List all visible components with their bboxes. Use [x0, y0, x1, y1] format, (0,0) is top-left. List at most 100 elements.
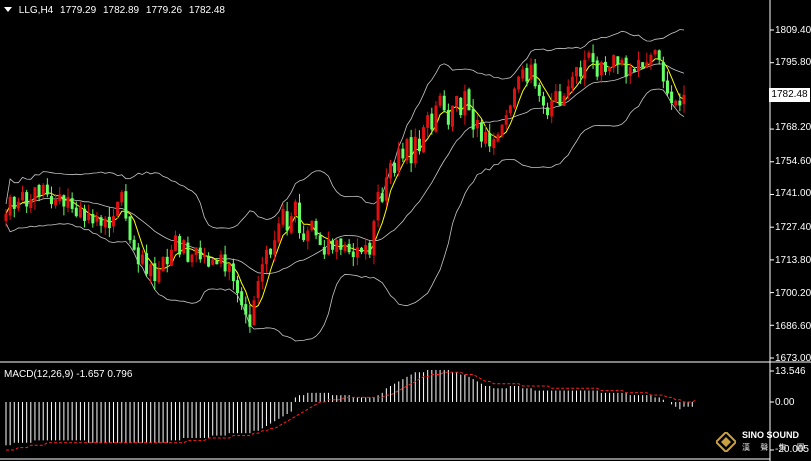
candle-body	[83, 208, 87, 221]
price-pane[interactable]	[4, 29, 686, 342]
candle-body	[393, 162, 397, 173]
candle-body	[351, 251, 355, 258]
macd-pane[interactable]	[5, 369, 697, 451]
price-tick: 1686.60	[775, 321, 811, 332]
candle-body	[277, 223, 281, 242]
candle-body	[140, 254, 144, 264]
candle-body	[442, 95, 446, 111]
candle-body	[558, 91, 562, 106]
candle-body	[678, 100, 682, 106]
dropdown-triangle-icon[interactable]	[4, 7, 12, 12]
candle-body	[41, 184, 45, 195]
candle-body	[492, 139, 496, 149]
candle-body	[624, 57, 628, 77]
candle-body	[289, 216, 293, 233]
candle-body	[517, 76, 521, 90]
moving-average-line	[5, 58, 685, 309]
candle-body	[388, 163, 392, 179]
candle-body	[149, 264, 153, 277]
price-tick: 1795.80	[775, 57, 811, 68]
candle-body	[107, 216, 111, 229]
price-tick: 1713.80	[775, 255, 811, 266]
candle-body	[384, 177, 388, 201]
candle-body	[33, 187, 37, 201]
candle-body	[484, 131, 488, 144]
candle-body	[78, 206, 82, 218]
candle-body	[343, 244, 347, 251]
logo-name: SINO SOUND	[742, 430, 800, 440]
candle-body	[570, 76, 574, 89]
candle-body	[405, 139, 409, 161]
candle-body	[620, 59, 624, 65]
candle-body	[434, 105, 438, 132]
candle-body	[302, 233, 306, 241]
candle-body	[260, 264, 264, 282]
candle-body	[331, 240, 335, 250]
candle-body	[207, 255, 211, 267]
candle-body	[562, 95, 566, 106]
macd-tick: 13.546	[775, 366, 806, 377]
price-tick: 1741.00	[775, 188, 811, 199]
candle-body	[174, 235, 177, 251]
candle-body	[25, 192, 29, 207]
candle-body	[508, 105, 512, 113]
candle-body	[450, 105, 454, 127]
candle-body	[128, 216, 132, 241]
candle-body	[186, 242, 190, 262]
candle-body	[256, 281, 260, 299]
candle-body	[182, 240, 186, 254]
candle-body	[293, 201, 297, 216]
candle-body	[599, 62, 603, 76]
candle-body	[533, 63, 537, 87]
candle-body	[285, 211, 289, 231]
candle-body	[426, 115, 430, 128]
macd-tick: 0.00	[775, 397, 795, 408]
candle-body	[99, 217, 103, 226]
current-price-label: 1782.48	[769, 88, 810, 102]
close-value: 1782.48	[188, 5, 225, 16]
candle-body	[628, 67, 632, 77]
price-tick: 1673.00	[775, 353, 811, 364]
candle-body	[397, 148, 401, 172]
candle-body	[430, 113, 434, 130]
candle-body	[529, 64, 533, 80]
candle-body	[566, 86, 570, 97]
candle-body	[417, 138, 421, 152]
candle-body	[4, 213, 8, 221]
candle-body	[136, 247, 140, 265]
candle-body	[546, 107, 550, 116]
candle-body	[355, 247, 359, 258]
candle-body	[649, 55, 653, 65]
candle-body	[541, 96, 545, 106]
candle-body	[74, 207, 78, 217]
candle-body	[157, 269, 161, 283]
candle-body	[467, 89, 471, 111]
candle-body	[347, 243, 351, 253]
candle-body	[488, 132, 492, 147]
candle-body	[66, 196, 70, 208]
candle-body	[248, 314, 252, 327]
candle-body	[8, 196, 12, 216]
candle-body	[670, 91, 674, 104]
candle-body	[103, 218, 107, 228]
candle-body	[58, 194, 62, 201]
candle-body	[165, 256, 169, 265]
candle-body	[54, 199, 58, 206]
candle-body	[12, 196, 16, 209]
macd-signal-line	[6, 371, 697, 451]
candle-body	[153, 263, 157, 282]
candle-body	[223, 254, 227, 272]
price-tick: 1768.20	[775, 122, 811, 133]
candle-body	[500, 124, 504, 136]
candle-body	[70, 198, 74, 209]
chart-title: LLG,H4 1779.29 1782.89 1779.26 1782.48	[4, 5, 229, 16]
candle-body	[62, 195, 66, 207]
price-tick: 1700.20	[775, 288, 811, 299]
candle-body	[595, 60, 599, 77]
candle-body	[335, 240, 339, 253]
candle-body	[637, 59, 641, 71]
candle-body	[401, 148, 405, 159]
candle-body	[645, 62, 649, 69]
candle-body	[120, 192, 124, 203]
